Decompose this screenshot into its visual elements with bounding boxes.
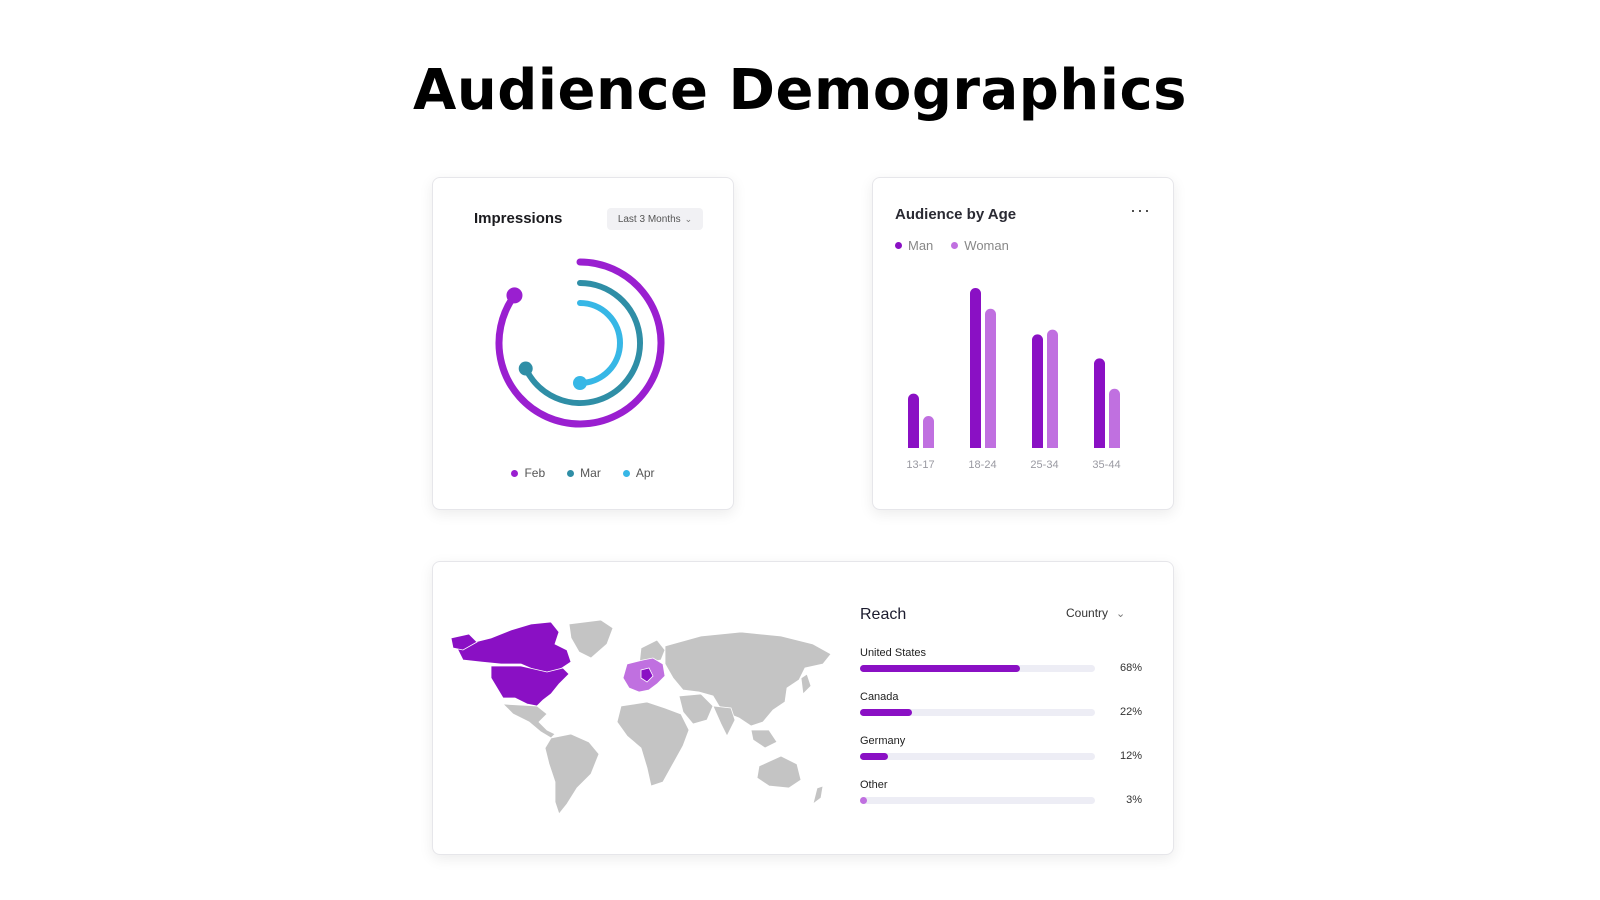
reach-bar-track [860, 797, 1095, 804]
legend-label: Apr [635, 466, 655, 480]
reach-country-label: Germany [860, 735, 906, 747]
reach-bar-fill [860, 797, 868, 804]
map-middle-east [678, 693, 714, 725]
date-range-dropdown[interactable]: Last 3 Months ⌄ [607, 208, 703, 230]
reach-bar-fill [860, 709, 912, 716]
country-dropdown[interactable]: Country ⌄ [1066, 606, 1125, 620]
bar-woman-18-24 [985, 308, 996, 448]
bar-base-woman-35-44 [1109, 442, 1120, 448]
bar-man-13-17 [908, 393, 919, 448]
bar-woman-35-44 [1109, 388, 1120, 448]
reach-percent: 22% [1119, 706, 1142, 718]
bar-base-man-35-44 [1094, 442, 1105, 448]
x-tick-label: 25-34 [1030, 459, 1058, 471]
bar-base-man-13-17 [908, 442, 919, 448]
radial-arc-feb [495, 258, 665, 428]
chevron-down-icon: ⌄ [1116, 607, 1126, 620]
reach-country-label: United States [860, 647, 927, 659]
reach-row: United States 68% [860, 647, 1142, 683]
map-alaska [451, 633, 478, 651]
legend-dot-man [895, 242, 902, 249]
bar-woman-13-17 [923, 416, 934, 448]
map-highlighted-countries [451, 621, 666, 707]
legend-label: Man [908, 238, 934, 253]
reach-title: Reach [860, 606, 907, 623]
legend-label: Mar [580, 466, 601, 480]
legend-item-apr: Apr [622, 466, 655, 480]
bar-base-woman-13-17 [923, 442, 934, 448]
map-united-states [490, 665, 570, 707]
reach-country-label: Canada [860, 691, 899, 703]
audience-age-title: Audience by Age [895, 206, 1017, 223]
x-tick-label: 35-44 [1092, 459, 1120, 471]
bar-base-woman-25-34 [1047, 442, 1058, 448]
audience-age-bar-chart: 13-17 18-24 25-34 35-44 [906, 288, 1121, 471]
x-tick-label: 13-17 [906, 459, 934, 471]
map-australia [756, 755, 802, 789]
radial-arc-mar [522, 280, 643, 406]
reach-percent: 3% [1126, 794, 1142, 806]
x-tick-label: 18-24 [968, 459, 996, 471]
legend-item-woman: Woman [951, 238, 1009, 253]
page-title: Audience Demographics [413, 58, 1187, 123]
map-south-america [544, 733, 600, 815]
map-se-asia [750, 729, 778, 749]
map-central-america [501, 703, 556, 739]
reach-percent: 68% [1119, 662, 1142, 674]
reach-card: Reach Country ⌄ United States 68% Canada… [432, 561, 1174, 855]
age-legend: Man Woman [895, 238, 1009, 253]
radial-end-dot-mar [518, 361, 533, 376]
legend-item-feb: Feb [511, 466, 545, 480]
map-japan [800, 673, 812, 695]
legend-label: Woman [964, 238, 1009, 253]
audience-by-age-card: Audience by Age ··· Man Woman 13-17 18-24… [872, 177, 1174, 510]
reach-row: Canada 22% [860, 691, 1142, 727]
bar-base-woman-18-24 [985, 442, 996, 448]
radial-end-dot-apr [573, 376, 587, 390]
bar-man-18-24 [970, 288, 981, 448]
legend-label: Feb [524, 466, 546, 480]
map-canada [454, 621, 572, 673]
map-india [712, 705, 736, 737]
map-germany [640, 667, 654, 683]
reach-row: Other 3% [860, 779, 1142, 815]
legend-item-man: Man [895, 238, 933, 253]
map-africa [616, 701, 690, 787]
impressions-card: Impressions Last 3 Months ⌄ Feb Mar Apr [432, 177, 734, 510]
reach-country-label: Other [860, 779, 888, 791]
reach-bar-fill [860, 665, 1020, 672]
bar-man-25-34 [1032, 334, 1043, 448]
bar-woman-25-34 [1047, 329, 1058, 448]
legend-dot-apr [622, 469, 630, 477]
reach-percent: 12% [1119, 750, 1142, 762]
map-asia [664, 631, 832, 727]
chevron-down-icon: ⌄ [684, 213, 693, 224]
legend-dot-mar [567, 469, 575, 477]
reach-bar-track [860, 709, 1095, 716]
country-dropdown-label: Country [1066, 606, 1109, 620]
reach-bar-fill [860, 753, 889, 760]
more-horizontal-icon[interactable]: ··· [1130, 200, 1151, 220]
reach-bar-track [860, 753, 1095, 760]
bar-base-man-25-34 [1032, 442, 1043, 448]
reach-bar-track [860, 665, 1095, 672]
impressions-legend: Feb Mar Apr [433, 466, 733, 480]
legend-dot-woman [951, 242, 959, 249]
radial-arc-apr [577, 300, 623, 386]
bar-base-man-18-24 [970, 442, 981, 448]
legend-item-mar: Mar [567, 466, 601, 480]
reach-row: Germany 12% [860, 735, 1142, 771]
bar-man-35-44 [1094, 358, 1105, 448]
impressions-title: Impressions [474, 210, 563, 227]
legend-dot-feb [511, 469, 519, 477]
map-new-zealand [812, 785, 824, 805]
date-range-label: Last 3 Months [617, 213, 681, 225]
world-map [451, 619, 832, 815]
impressions-radial-chart [495, 258, 665, 428]
radial-end-dot-feb [506, 287, 523, 304]
map-base-continents [501, 619, 832, 815]
map-greenland [568, 619, 614, 659]
